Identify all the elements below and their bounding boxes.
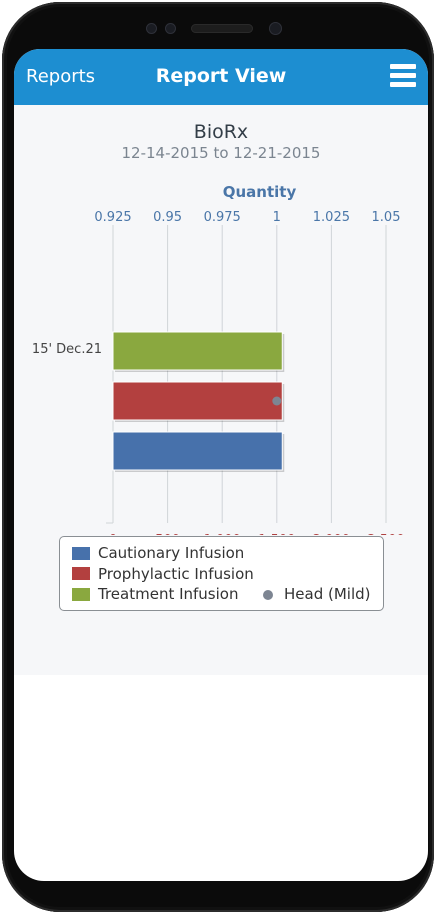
dosage-tick-label: 2,000	[313, 533, 350, 535]
quantity-axis-title: Quantity	[223, 183, 297, 201]
reports-back-link[interactable]: Reports	[26, 66, 96, 87]
legend-swatch-cautionary	[72, 547, 90, 560]
chart-legend: Cautionary Infusion Prophylactic Infusio…	[59, 536, 384, 611]
sensor-icon	[146, 23, 157, 34]
sensor-icon	[165, 23, 176, 34]
dosage-tick-label: 1,500	[258, 533, 295, 535]
dosage-tick-label: 1,000	[204, 533, 241, 535]
report-name: BioRx	[193, 121, 249, 143]
bar-cautionary-infusion	[112, 431, 283, 471]
report-date-range: 12-14-2015 to 12-21-2015	[121, 144, 321, 162]
quantity-tick-label: 0.95	[153, 210, 182, 225]
front-camera-icon	[269, 22, 282, 35]
category-label: 15' Dec.21	[32, 342, 102, 357]
quantity-tick-label: 0.975	[204, 210, 241, 225]
bar-prophylactic-infusion	[112, 381, 283, 421]
legend-item-head-mild[interactable]: Head (Mild)	[284, 585, 371, 603]
quantity-tick-label: 1.05	[372, 210, 401, 225]
point-head-mild	[272, 396, 282, 406]
app-screen: Reports Report View BioRx 12-14-2015 to …	[14, 49, 428, 881]
legend-item-prophylactic[interactable]: Prophylactic Infusion	[98, 565, 254, 583]
quantity-tick-label: 0.925	[94, 210, 131, 225]
report-panel: BioRx 12-14-2015 to 12-21-2015 Quantity 0…	[14, 105, 428, 675]
legend-swatch-treatment	[72, 588, 90, 601]
header-bar: Reports Report View	[14, 49, 428, 105]
dosage-tick-label: 500	[155, 533, 180, 535]
legend-dot-head-mild	[263, 590, 273, 600]
legend-swatch-prophylactic	[72, 567, 90, 580]
speaker-grille	[191, 24, 253, 33]
bar-treatment-infusion	[112, 331, 283, 371]
legend-item-treatment[interactable]: Treatment Infusion	[98, 585, 239, 603]
quantity-tick-label: 1.025	[313, 210, 350, 225]
dosage-tick-label: 2,500	[367, 533, 404, 535]
dosage-chart: Quantity 0.925 0.95 0.975 1 1.025 1.05 0 500 1,00…	[32, 183, 405, 535]
quantity-tick-label: 1	[273, 210, 281, 225]
hamburger-menu-icon[interactable]	[390, 64, 416, 88]
dosage-tick-label: 0	[109, 533, 117, 535]
legend-item-cautionary[interactable]: Cautionary Infusion	[98, 544, 245, 562]
